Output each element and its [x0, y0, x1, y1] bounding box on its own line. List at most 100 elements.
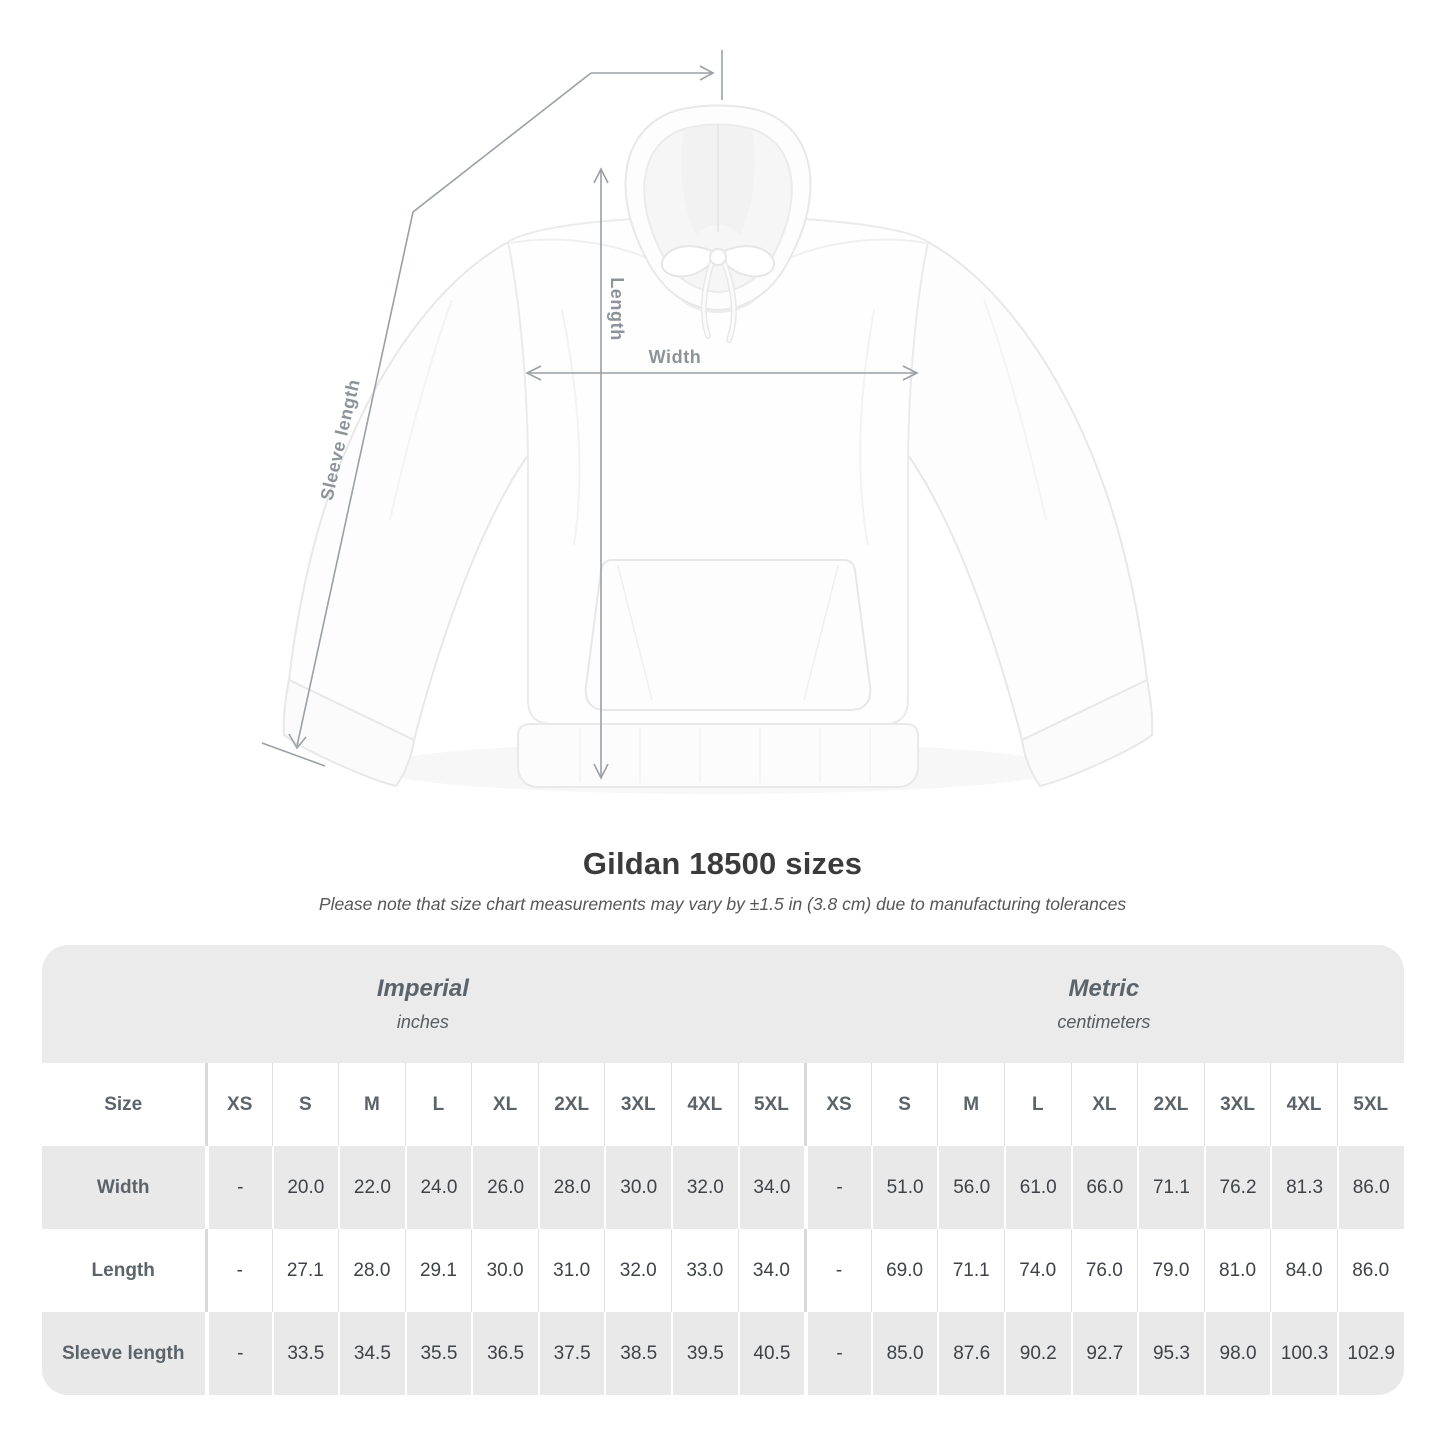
value-metric: 85.0	[870, 1312, 938, 1395]
value-metric: 76.2	[1203, 1146, 1271, 1229]
row-label: Width	[96, 1176, 150, 1198]
value-imperial: 20.0	[271, 1146, 339, 1229]
value-imperial: 24.0	[404, 1146, 472, 1229]
value-metric: 79.0	[1137, 1229, 1204, 1312]
value-metric: 87.6	[937, 1312, 1004, 1395]
size-header-imperial: 2XL	[537, 1063, 605, 1146]
size-header-imperial: S	[271, 1063, 339, 1146]
value-metric: 61.0	[1003, 1146, 1071, 1229]
value-metric: 51.0	[870, 1146, 938, 1229]
unit-group-name: Imperial	[376, 975, 469, 1002]
row-label: Sleeve length	[61, 1342, 185, 1364]
size-header-metric: 4XL	[1270, 1063, 1337, 1146]
length-up-arrowhead	[593, 167, 609, 184]
value-metric: -	[804, 1146, 871, 1229]
value-imperial: 30.0	[604, 1146, 671, 1229]
value-metric: 102.9	[1336, 1312, 1404, 1395]
value-metric: 56.0	[937, 1146, 1004, 1229]
value-imperial: 32.0	[671, 1146, 738, 1229]
page-title: Gildan 18500 sizes	[582, 846, 863, 881]
value-imperial: 39.5	[671, 1312, 738, 1395]
value-imperial: 30.0	[471, 1229, 538, 1312]
unit-group-imperial: Imperial inches	[42, 975, 805, 1033]
value-imperial: -	[204, 1312, 272, 1395]
width-left-arrowhead	[525, 365, 542, 381]
size-table-rows: Size XS S M L XL 2XL 3XL 4XL 5XL XS S M L XL 2XL 3XL 4XL 5…	[41, 1063, 1404, 1395]
hoodie-measurement-svg: Length Width Sleeve length	[261, 50, 1154, 794]
value-metric: 81.3	[1270, 1146, 1337, 1229]
value-imperial: -	[204, 1146, 272, 1229]
size-header-imperial: M	[338, 1063, 405, 1146]
size-header-metric: M	[937, 1063, 1004, 1146]
value-imperial: 40.5	[737, 1312, 805, 1395]
value-imperial: 28.0	[338, 1229, 405, 1312]
value-metric: 71.1	[937, 1229, 1004, 1312]
value-imperial: 34.0	[737, 1146, 805, 1229]
value-metric: 69.0	[870, 1229, 938, 1312]
unit-group-metric: Metric centimeters	[804, 975, 1403, 1033]
value-imperial: 32.0	[604, 1229, 671, 1312]
units-header: Imperial inches Metric centimeters	[42, 945, 1404, 1063]
table-row-sleeve-length: Sleeve length -33.5 34.5 35.5 36.5 37.5 38.5 39…	[41, 1312, 1404, 1395]
table-header-row: Size XS S M L XL 2XL 3XL 4XL 5XL XS S M L XL 2XL 3XL 4XL 5…	[41, 1063, 1404, 1146]
value-imperial: 38.5	[604, 1312, 671, 1395]
size-header-metric: S	[870, 1063, 938, 1146]
value-imperial: -	[204, 1229, 272, 1312]
value-imperial: 27.1	[271, 1229, 339, 1312]
value-imperial: 29.1	[404, 1229, 472, 1312]
value-imperial: 34.0	[737, 1229, 805, 1312]
value-metric: 81.0	[1203, 1229, 1271, 1312]
unit-group-unit: inches	[396, 1012, 449, 1032]
size-header-imperial: 3XL	[604, 1063, 671, 1146]
size-header-imperial: 5XL	[737, 1063, 805, 1146]
value-imperial: 34.5	[338, 1312, 405, 1395]
value-imperial: 26.0	[471, 1146, 538, 1229]
size-header-metric: XL	[1070, 1063, 1138, 1146]
value-metric: 86.0	[1336, 1229, 1404, 1312]
size-header-metric: XS	[804, 1063, 871, 1146]
hoodie-illustration	[282, 104, 1154, 794]
size-table: Imperial inches Metric centimeters Size X…	[41, 945, 1404, 1395]
value-metric: -	[804, 1312, 871, 1395]
size-header-imperial: 4XL	[671, 1063, 738, 1146]
size-header-metric: L	[1003, 1063, 1071, 1146]
table-row-length: Length -27.1 28.0 29.1 30.0 31.0 32.0 33.0 34.0-…	[41, 1229, 1404, 1312]
value-metric: 98.0	[1203, 1312, 1271, 1395]
value-imperial: 31.0	[537, 1229, 605, 1312]
value-metric: -	[804, 1229, 871, 1312]
size-header-metric: 2XL	[1137, 1063, 1204, 1146]
unit-group-unit: centimeters	[1057, 1012, 1151, 1032]
width-right-arrowhead	[902, 365, 919, 381]
size-header-metric: 5XL	[1336, 1063, 1404, 1146]
length-measure-label: Length	[607, 277, 627, 341]
value-metric: 71.1	[1137, 1146, 1204, 1229]
size-header-imperial: L	[404, 1063, 472, 1146]
width-measure-label: Width	[649, 347, 702, 367]
value-metric: 84.0	[1270, 1229, 1337, 1312]
value-imperial: 33.5	[271, 1312, 339, 1395]
value-metric: 66.0	[1070, 1146, 1138, 1229]
value-metric: 76.0	[1070, 1229, 1138, 1312]
sleeve-arrowhead	[288, 733, 307, 750]
unit-group-name: Metric	[1068, 975, 1140, 1002]
tolerance-note: Please note that size chart measurements…	[318, 894, 1127, 914]
value-imperial: 28.0	[537, 1146, 605, 1229]
table-row-width: Width -20.0 22.0 24.0 26.0 28.0 30.0 32.0 34.0-5…	[41, 1146, 1404, 1229]
length-down-arrowhead	[593, 763, 609, 780]
right-arrowhead	[699, 65, 715, 81]
value-metric: 100.3	[1270, 1312, 1337, 1395]
sleeve-end-tick	[261, 742, 326, 767]
size-header-imperial: XS	[204, 1063, 272, 1146]
value-metric: 74.0	[1003, 1229, 1071, 1312]
value-metric: 92.7	[1070, 1312, 1138, 1395]
row-label: Length	[91, 1259, 155, 1281]
value-metric: 95.3	[1137, 1312, 1204, 1395]
value-imperial: 35.5	[404, 1312, 472, 1395]
value-metric: 90.2	[1003, 1312, 1071, 1395]
value-imperial: 36.5	[471, 1312, 538, 1395]
value-imperial: 33.0	[671, 1229, 738, 1312]
size-corner-label: Size	[104, 1093, 143, 1115]
sleeve-length-line	[296, 72, 592, 747]
value-imperial: 37.5	[537, 1312, 605, 1395]
size-diagram: Length Width Sleeve length	[261, 50, 1154, 794]
